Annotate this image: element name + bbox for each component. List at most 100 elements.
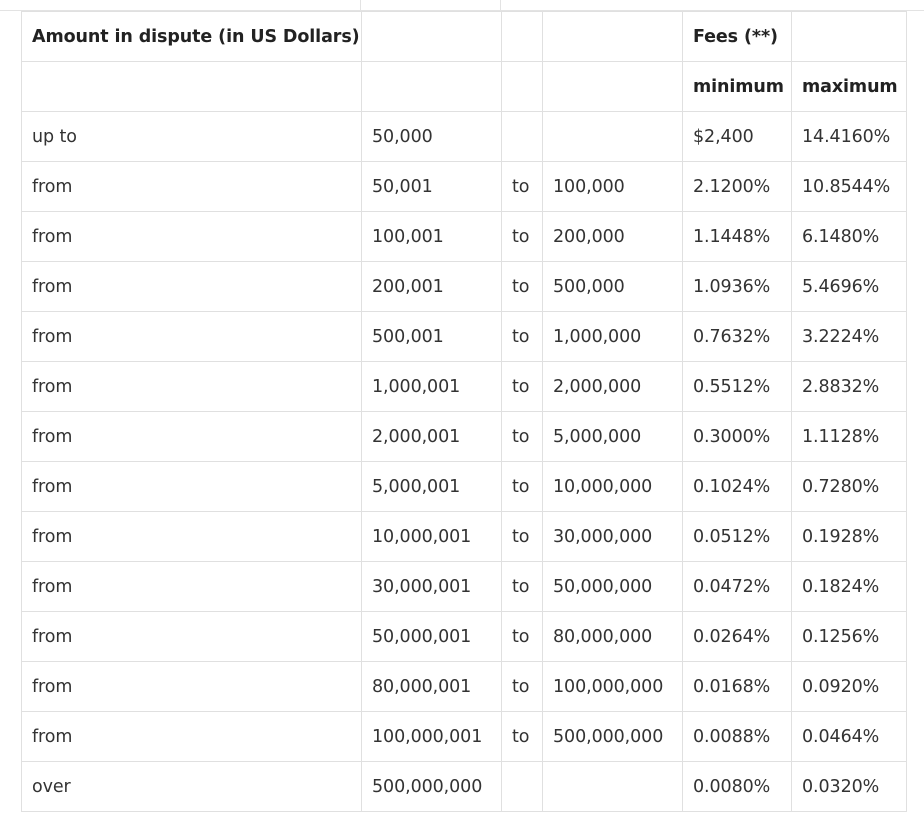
range-to-cell: 50,000,000 [542, 561, 683, 612]
table-row: from 100,000,001 to 500,000,000 0.0088% 0.046… [21, 711, 907, 762]
subheader-empty-cell [21, 61, 362, 112]
maximum-header: maximum [791, 61, 907, 112]
range-to-cell: 10,000,000 [542, 461, 683, 512]
top-divider [0, 0, 924, 11]
range-from-cell: 30,000,001 [361, 561, 502, 612]
range-to-cell: 2,000,000 [542, 361, 683, 412]
fee-maximum-cell: 1.1128% [791, 411, 907, 462]
range-prefix-cell: up to [21, 111, 362, 162]
fee-maximum-cell: 14.4160% [791, 111, 907, 162]
fee-minimum-cell: 0.0512% [682, 511, 792, 562]
range-to-cell: 200,000 [542, 211, 683, 262]
range-to-cell: 5,000,000 [542, 411, 683, 462]
table-row: from 500,001 to 1,000,000 0.7632% 3.2224% [21, 311, 907, 362]
range-prefix-cell: from [21, 261, 362, 312]
fees-header: Fees (**) [682, 11, 792, 62]
range-to-word-cell: to [501, 211, 543, 262]
range-from-cell: 50,001 [361, 161, 502, 212]
subheader-empty-cell [501, 61, 543, 112]
range-to-word-cell [501, 111, 543, 162]
table-row: from 50,000,001 to 80,000,000 0.0264% 0.1256% [21, 611, 907, 662]
fee-maximum-cell: 0.0320% [791, 761, 907, 812]
fee-minimum-cell: 0.0168% [682, 661, 792, 712]
fee-minimum-cell: $2,400 [682, 111, 792, 162]
range-to-word-cell: to [501, 161, 543, 212]
fee-maximum-cell: 0.0920% [791, 661, 907, 712]
range-to-word-cell: to [501, 511, 543, 562]
fee-minimum-cell: 0.3000% [682, 411, 792, 462]
header-empty-cell [501, 11, 543, 62]
fee-maximum-cell: 3.2224% [791, 311, 907, 362]
fee-minimum-cell: 1.1448% [682, 211, 792, 262]
range-to-word-cell: to [501, 361, 543, 412]
fee-maximum-cell: 2.8832% [791, 361, 907, 412]
range-from-cell: 500,000,000 [361, 761, 502, 812]
range-to-cell: 500,000,000 [542, 711, 683, 762]
fee-minimum-cell: 1.0936% [682, 261, 792, 312]
fee-minimum-cell: 0.5512% [682, 361, 792, 412]
fee-minimum-cell: 0.1024% [682, 461, 792, 512]
range-to-word-cell: to [501, 711, 543, 762]
range-to-word-cell: to [501, 661, 543, 712]
table-row: up to 50,000 $2,400 14.4160% [21, 111, 907, 162]
fee-maximum-cell: 10.8544% [791, 161, 907, 212]
range-to-cell: 30,000,000 [542, 511, 683, 562]
fee-maximum-cell: 0.1256% [791, 611, 907, 662]
fee-minimum-cell: 2.1200% [682, 161, 792, 212]
range-to-cell [542, 761, 683, 812]
range-prefix-cell: from [21, 411, 362, 462]
range-to-cell: 1,000,000 [542, 311, 683, 362]
range-prefix-cell: over [21, 761, 362, 812]
fee-maximum-cell: 5.4696% [791, 261, 907, 312]
table-row: from 50,001 to 100,000 2.1200% 10.8544% [21, 161, 907, 212]
range-prefix-cell: from [21, 311, 362, 362]
subheader-empty-cell [361, 61, 502, 112]
amount-header: Amount in dispute (in US Dollars) [21, 11, 362, 62]
top-divider-stub [500, 0, 501, 11]
range-prefix-cell: from [21, 461, 362, 512]
range-to-word-cell: to [501, 261, 543, 312]
fee-maximum-cell: 0.1824% [791, 561, 907, 612]
table-row: from 200,001 to 500,000 1.0936% 5.4696% [21, 261, 907, 312]
fees-table-body: Amount in dispute (in US Dollars) Fees (… [21, 11, 907, 812]
range-from-cell: 100,001 [361, 211, 502, 262]
top-divider-stub [360, 0, 361, 11]
range-prefix-cell: from [21, 511, 362, 562]
range-to-cell: 500,000 [542, 261, 683, 312]
range-to-word-cell: to [501, 561, 543, 612]
range-prefix-cell: from [21, 561, 362, 612]
range-prefix-cell: from [21, 611, 362, 662]
subheader-row: minimum maximum [21, 61, 907, 112]
fee-maximum-cell: 0.0464% [791, 711, 907, 762]
range-from-cell: 10,000,001 [361, 511, 502, 562]
header-empty-cell [542, 11, 683, 62]
range-from-cell: 2,000,001 [361, 411, 502, 462]
range-from-cell: 50,000 [361, 111, 502, 162]
range-from-cell: 5,000,001 [361, 461, 502, 512]
table-row: from 80,000,001 to 100,000,000 0.0168% 0.0920… [21, 661, 907, 712]
header-empty-cell [791, 11, 907, 62]
range-from-cell: 500,001 [361, 311, 502, 362]
fee-minimum-cell: 0.0088% [682, 711, 792, 762]
fee-maximum-cell: 6.1480% [791, 211, 907, 262]
fee-maximum-cell: 0.7280% [791, 461, 907, 512]
table-row: from 100,001 to 200,000 1.1448% 6.1480% [21, 211, 907, 262]
range-to-cell [542, 111, 683, 162]
header-empty-cell [361, 11, 502, 62]
range-to-word-cell: to [501, 311, 543, 362]
range-prefix-cell: from [21, 711, 362, 762]
range-to-cell: 100,000 [542, 161, 683, 212]
table-row: from 10,000,001 to 30,000,000 0.0512% 0.1928% [21, 511, 907, 562]
range-from-cell: 1,000,001 [361, 361, 502, 412]
table-row: from 2,000,001 to 5,000,000 0.3000% 1.1128% [21, 411, 907, 462]
fee-minimum-cell: 0.0264% [682, 611, 792, 662]
table-row: from 1,000,001 to 2,000,000 0.5512% 2.8832% [21, 361, 907, 412]
range-prefix-cell: from [21, 211, 362, 262]
range-prefix-cell: from [21, 661, 362, 712]
range-to-word-cell: to [501, 411, 543, 462]
table-row: over 500,000,000 0.0080% 0.0320% [21, 761, 907, 812]
table-row: from 5,000,001 to 10,000,000 0.1024% 0.7280% [21, 461, 907, 512]
fee-maximum-cell: 0.1928% [791, 511, 907, 562]
range-from-cell: 100,000,001 [361, 711, 502, 762]
header-row: Amount in dispute (in US Dollars) Fees (… [21, 11, 907, 62]
